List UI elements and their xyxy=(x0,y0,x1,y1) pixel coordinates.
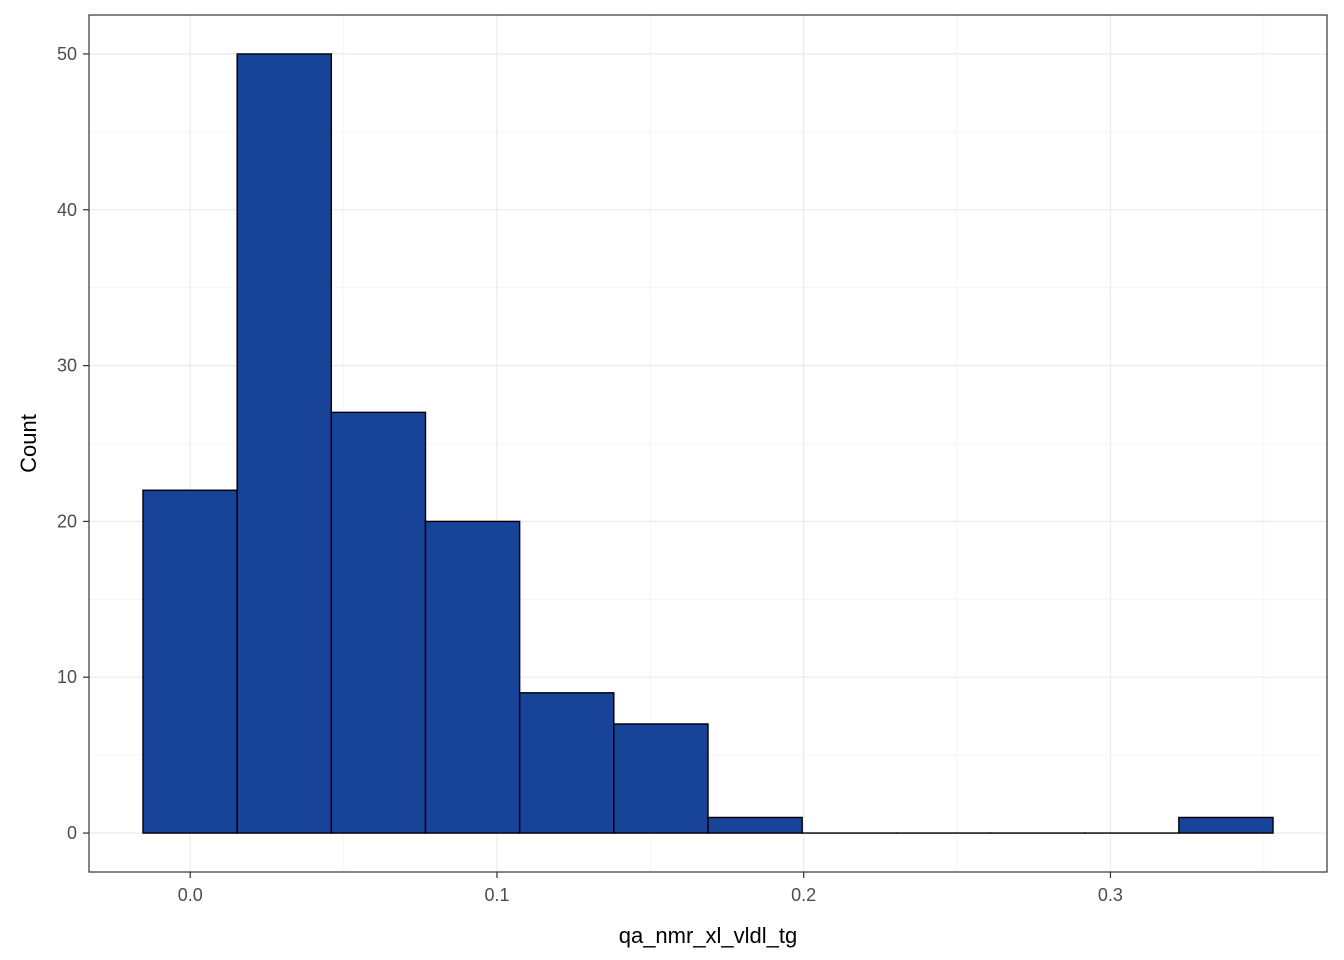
histogram-bar-1 xyxy=(236,53,333,834)
histogram-bar-3 xyxy=(424,520,521,834)
y-axis: 0 10 20 30 40 50 xyxy=(57,44,89,843)
panel-border xyxy=(88,14,1328,873)
histogram-bar-5 xyxy=(613,723,709,834)
histogram-bar-11 xyxy=(1178,816,1274,834)
histogram-bar-2 xyxy=(330,411,427,834)
y-axis-title: Count xyxy=(16,414,41,473)
y-tick-label: 20 xyxy=(57,511,77,531)
x-tick-label: 0.2 xyxy=(791,885,816,905)
x-axis-title: qa_nmr_xl_vldl_tg xyxy=(619,923,798,948)
histogram-bar-6 xyxy=(707,816,803,834)
histogram-bar-0 xyxy=(142,489,238,834)
y-tick-label: 40 xyxy=(57,200,77,220)
y-tick-label: 30 xyxy=(57,356,77,376)
y-tick-label: 0 xyxy=(67,823,77,843)
x-axis: 0.0 0.1 0.2 0.3 xyxy=(178,872,1123,905)
x-tick-label: 0.0 xyxy=(178,885,203,905)
x-tick-label: 0.3 xyxy=(1098,885,1123,905)
y-tick-label: 50 xyxy=(57,44,77,64)
histogram-bar-4 xyxy=(518,692,615,834)
x-tick-label: 0.1 xyxy=(484,885,509,905)
y-tick-label: 10 xyxy=(57,667,77,687)
histogram-bars xyxy=(142,53,1274,834)
